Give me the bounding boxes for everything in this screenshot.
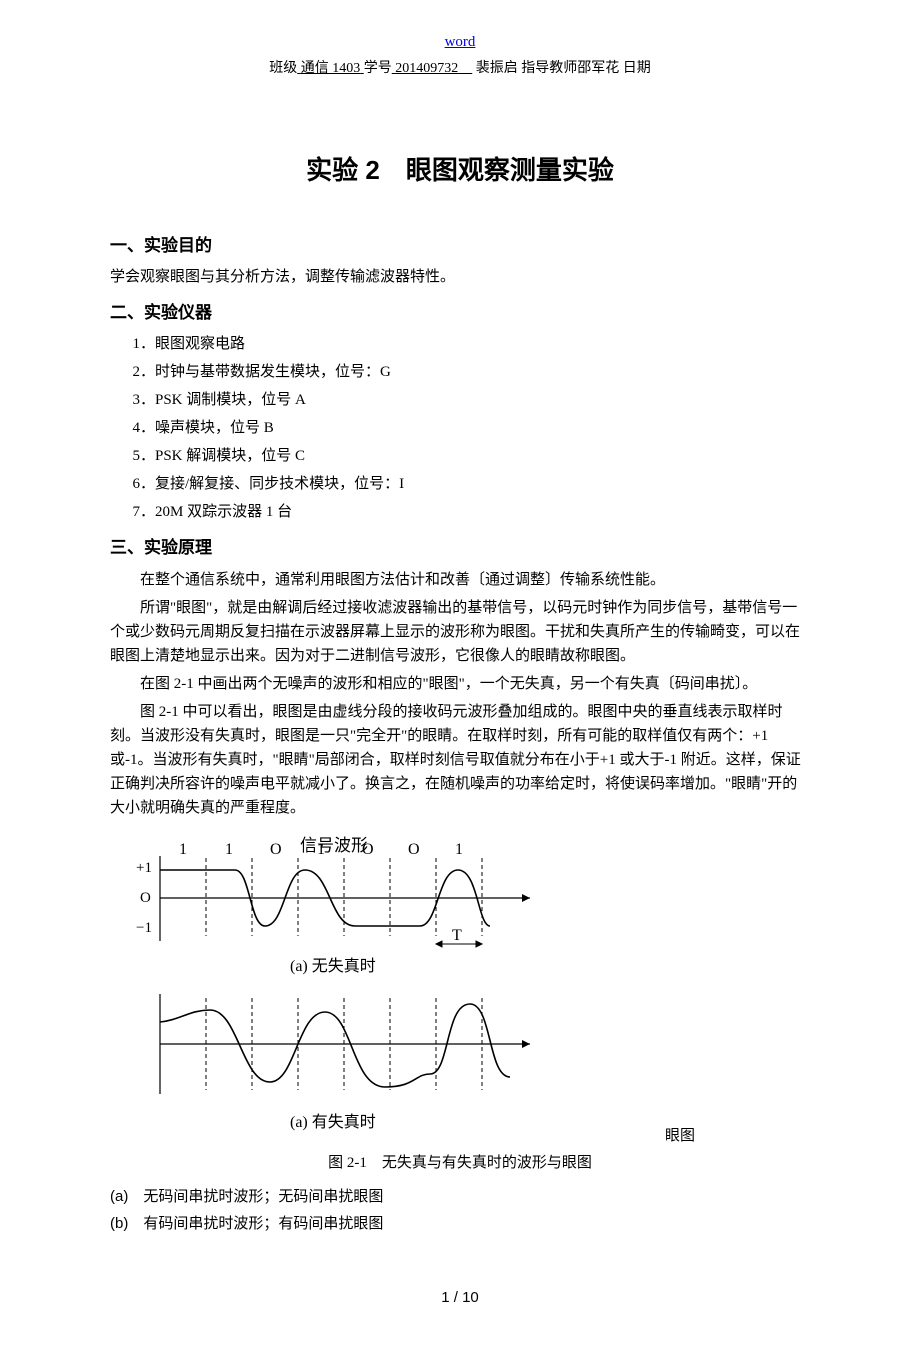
section-3-p1: 在整个通信系统中，通常利用眼图方法估计和改善〔通过调整〕传输系统性能。 bbox=[110, 568, 810, 592]
class-value: 通信 1403 bbox=[297, 61, 364, 76]
student-name: 裴振启 bbox=[476, 61, 518, 76]
header-info: 班级 通信 1403 学号 201409732 裴振启 指导教师邵军花 日期 bbox=[110, 58, 810, 80]
y-label-plus1: +1 bbox=[136, 860, 152, 876]
teacher-label: 指导教师 bbox=[521, 61, 577, 76]
list-item: 3．PSK 调制模块，位号 A bbox=[133, 388, 811, 412]
page-title: 实验 2 眼图观察测量实验 bbox=[110, 150, 810, 192]
list-item: 7．20M 双踪示波器 1 台 bbox=[133, 500, 811, 524]
list-item: 4．噪声模块，位号 B bbox=[133, 416, 811, 440]
section-3-p4: 图 2-1 中可以看出，眼图是由虚线分段的接收码元波形叠加组成的。眼图中央的垂直… bbox=[110, 700, 810, 820]
list-item: 5．PSK 解调模块，位号 C bbox=[133, 444, 811, 468]
section-3-p2: 所谓"眼图"，就是由解调后经过接收滤波器输出的基带信号，以码元时钟作为同步信号，… bbox=[110, 596, 810, 668]
section-3-p3: 在图 2-1 中画出两个无噪声的波形和相应的"眼图"，一个无失真，另一个有失真〔… bbox=[110, 672, 810, 696]
header-link[interactable]: word bbox=[110, 30, 810, 54]
sid-value: 201409732 bbox=[392, 61, 473, 76]
caption-b-inline: (a) 有失真时 bbox=[290, 1113, 376, 1131]
svg-text:1: 1 bbox=[455, 841, 463, 858]
list-item: 6．复接/解复接、同步技术模块，位号：I bbox=[133, 472, 811, 496]
figure-2-1: 信号波形 +1 O −1 1 1 O 1 O O 1 bbox=[110, 836, 810, 1137]
section-1-heading: 一、实验目的 bbox=[110, 232, 810, 259]
page-number: 1 / 10 bbox=[110, 1286, 810, 1310]
teacher-name: 邵军花 bbox=[577, 61, 619, 76]
svg-text:1: 1 bbox=[179, 841, 187, 858]
figure-list-b: (b) 有码间串扰时波形；有码间串扰眼图 bbox=[110, 1212, 810, 1236]
figure-list-a: (a) 无码间串扰时波形；无码间串扰眼图 bbox=[110, 1185, 810, 1209]
list-item: 2．时钟与基带数据发生模块，位号：G bbox=[133, 360, 811, 384]
y-label-zero: O bbox=[140, 890, 151, 906]
y-label-minus1: −1 bbox=[136, 920, 152, 936]
period-label: T bbox=[452, 927, 462, 944]
eye-diagram-label: 眼图 bbox=[665, 1124, 695, 1148]
caption-a-inline: (a) 无失真时 bbox=[290, 957, 376, 975]
svg-text:O: O bbox=[408, 841, 420, 858]
section-1-p1: 学会观察眼图与其分析方法，调整传输滤波器特性。 bbox=[110, 265, 810, 289]
sid-label: 学号 bbox=[364, 61, 392, 76]
figure-main-caption: 图 2-1 无失真与有失真时的波形与眼图 bbox=[110, 1151, 810, 1175]
section-3-heading: 三、实验原理 bbox=[110, 534, 810, 561]
svg-text:1: 1 bbox=[225, 841, 233, 858]
section-2-heading: 二、实验仪器 bbox=[110, 299, 810, 326]
list-item: 1．眼图观察电路 bbox=[133, 332, 811, 356]
svg-text:O: O bbox=[270, 841, 282, 858]
date-label: 日期 bbox=[623, 61, 651, 76]
class-label: 班级 bbox=[269, 61, 297, 76]
waveform-distortion: (a) 有失真时 bbox=[130, 982, 560, 1137]
figure-top-title: 信号波形 bbox=[300, 832, 368, 859]
